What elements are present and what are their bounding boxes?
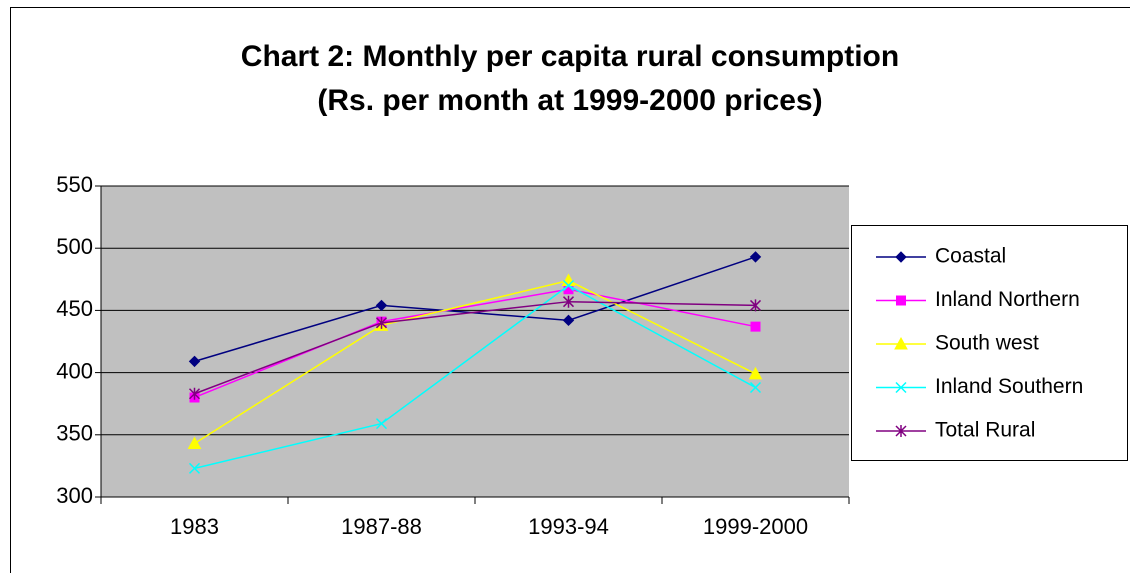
legend-marker	[895, 381, 907, 394]
x-tick-label: 1983	[170, 514, 219, 539]
y-tick-label: 500	[56, 234, 93, 259]
series-line	[194, 288, 756, 399]
y-tick-label: 350	[56, 421, 93, 446]
y-tick-label: 550	[56, 172, 93, 197]
data-point	[188, 387, 201, 400]
data-point	[562, 295, 575, 308]
legend-marker	[895, 425, 907, 437]
data-point	[749, 251, 762, 263]
data-point	[749, 299, 762, 312]
x-tick-label: 1987-88	[341, 514, 422, 539]
legend-marker	[895, 251, 907, 263]
data-point	[375, 299, 388, 312]
plot-area	[101, 186, 849, 497]
legend-marker	[896, 295, 906, 306]
data-point	[562, 314, 575, 327]
legend-marker	[894, 336, 908, 350]
legend-label: Coastal	[935, 245, 1006, 268]
series-line	[194, 300, 756, 395]
chart-title: (Rs. per month at 1999-2000 prices)	[317, 84, 822, 117]
y-tick-label: 400	[56, 358, 93, 383]
data-point	[562, 279, 575, 292]
legend-label: South west	[935, 332, 1039, 355]
data-point	[749, 381, 762, 394]
data-point	[188, 462, 201, 474]
data-point	[375, 418, 388, 430]
data-point	[748, 366, 763, 380]
series-line	[194, 284, 756, 470]
data-point	[750, 321, 761, 332]
x-tick-label: 1999-2000	[703, 514, 808, 539]
x-tick-label: 1993-94	[528, 514, 609, 539]
data-point	[187, 436, 202, 450]
chart-title: Chart 2: Monthly per capita rural consum…	[241, 40, 899, 73]
legend-label: Inland Southern	[935, 375, 1083, 398]
y-tick-label: 300	[56, 483, 93, 508]
legend-label: Inland Northern	[935, 288, 1080, 311]
legend-box	[851, 225, 1128, 461]
data-point	[188, 355, 201, 368]
data-point	[375, 316, 388, 329]
y-tick-label: 450	[56, 296, 93, 321]
legend-label: Total Rural	[935, 419, 1035, 442]
series-line	[194, 279, 756, 445]
